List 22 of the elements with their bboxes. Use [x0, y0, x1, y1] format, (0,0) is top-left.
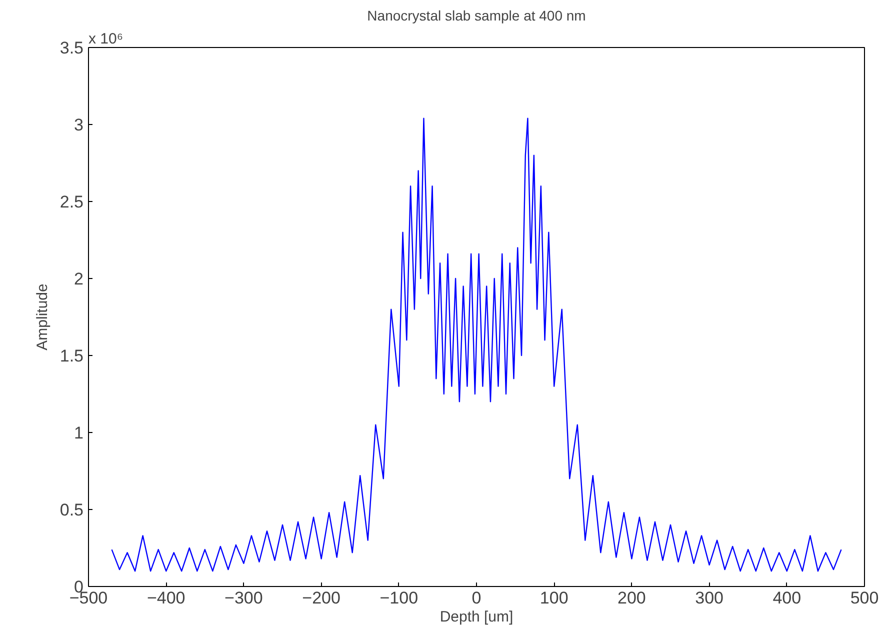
y-axis-title: Amplitude — [34, 284, 51, 350]
x-tick-label: 100 — [540, 588, 568, 608]
x-tick-label: −400 — [146, 588, 186, 608]
y-tick-label: 1.5 — [60, 346, 84, 366]
x-tick-label: −300 — [224, 588, 263, 608]
y-tick-label: 2 — [74, 270, 84, 288]
x-tick-label: −100 — [380, 588, 418, 608]
x-tick-label: 200 — [618, 588, 646, 608]
annotation: x 10⁶ — [88, 30, 124, 48]
y-tick-label: 3.5 — [60, 38, 84, 58]
x-tick-label: 500 — [850, 588, 879, 608]
chart-title: Nanocrystal slab sample at 400 nm — [367, 8, 586, 24]
y-tick-label: 3 — [74, 116, 84, 134]
x-tick-label: 400 — [772, 588, 802, 608]
x-tick-label: −200 — [302, 588, 340, 608]
x-axis-title: Depth [um] — [440, 608, 514, 626]
y-tick-label: 2.5 — [60, 192, 84, 212]
y-tick-label: 0.5 — [60, 500, 84, 520]
line-series — [111, 118, 842, 572]
x-tick-label: 0 — [472, 588, 482, 608]
y-tick-label: 1 — [74, 424, 84, 442]
x-tick-label: 300 — [695, 588, 724, 608]
